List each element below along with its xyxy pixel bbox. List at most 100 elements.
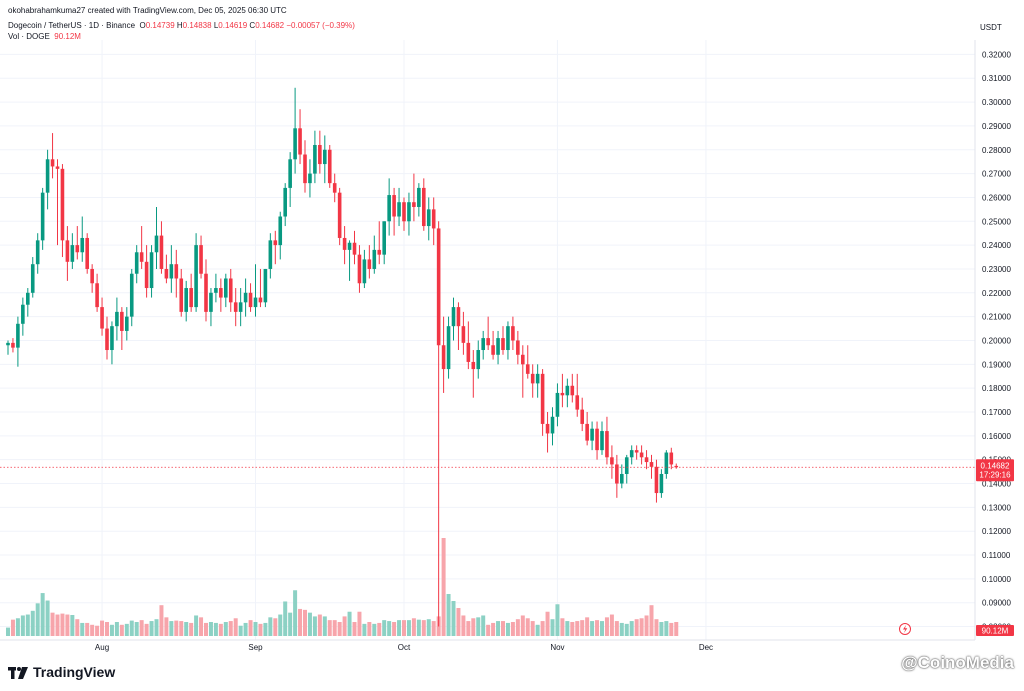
volume-badge-text: 90.12M bbox=[982, 627, 1009, 636]
volume-bar bbox=[550, 619, 555, 636]
candle-body bbox=[45, 159, 50, 193]
volume-bar bbox=[604, 617, 609, 636]
volume-bar bbox=[228, 621, 233, 636]
volume-bar bbox=[6, 627, 10, 636]
tradingview-logo[interactable]: TradingView bbox=[8, 664, 115, 680]
volume-bar bbox=[337, 622, 342, 636]
volume-bar bbox=[486, 624, 491, 636]
candle-body bbox=[654, 466, 659, 494]
volume-bar bbox=[317, 614, 322, 636]
candle-body bbox=[273, 240, 278, 246]
candle-body bbox=[95, 283, 99, 308]
candle-body bbox=[149, 252, 154, 289]
volume-bar bbox=[184, 622, 189, 636]
volume-bar bbox=[406, 620, 411, 636]
candle-body bbox=[644, 457, 649, 463]
price-tick-label: 0.26000 bbox=[982, 193, 1011, 202]
volume-bar bbox=[431, 621, 436, 636]
coinomedia-watermark: @CoinoMedia bbox=[901, 653, 1014, 672]
volume-bar bbox=[347, 611, 352, 636]
volume-bar bbox=[491, 622, 496, 636]
candle-body bbox=[323, 149, 327, 165]
volume-bar bbox=[327, 620, 332, 636]
volume-bar bbox=[634, 619, 639, 636]
candle-body bbox=[318, 144, 322, 165]
volume-bar bbox=[263, 622, 268, 636]
candle-body bbox=[219, 288, 223, 298]
volume-bar bbox=[649, 605, 654, 636]
volume-bar bbox=[80, 622, 85, 636]
chart-grid bbox=[0, 40, 975, 640]
volume-bar bbox=[129, 620, 134, 636]
volume-bar bbox=[560, 618, 565, 636]
open-value: 0.14739 bbox=[145, 21, 175, 30]
currency-label: USDT bbox=[980, 23, 1002, 32]
candle-body bbox=[11, 342, 15, 348]
time-axis: Aug Sep Oct Nov Dec bbox=[95, 643, 713, 652]
volume-bar bbox=[114, 622, 119, 636]
candle-body bbox=[337, 192, 342, 238]
volume-bar bbox=[590, 621, 595, 636]
candle-body bbox=[456, 307, 461, 327]
candle-body bbox=[189, 288, 193, 308]
candle-body bbox=[362, 259, 367, 284]
candle-body bbox=[506, 326, 510, 351]
candle-body bbox=[377, 249, 382, 255]
candle-body bbox=[575, 395, 580, 410]
candle-body bbox=[530, 373, 535, 384]
candle-body bbox=[6, 342, 10, 346]
candle-body bbox=[347, 242, 352, 250]
volume-bar bbox=[208, 622, 213, 636]
candle-body bbox=[21, 304, 25, 324]
volume-bar bbox=[10, 619, 15, 636]
candle-body bbox=[441, 345, 446, 370]
volume-bar bbox=[664, 621, 669, 636]
volume-bar bbox=[382, 620, 387, 636]
volume-bar bbox=[476, 617, 481, 636]
chart-credit: okohabrahamkuma27 created with TradingVi… bbox=[8, 6, 287, 15]
candle-body bbox=[615, 464, 619, 484]
volume-bar bbox=[387, 621, 392, 636]
close-label: C bbox=[249, 21, 256, 30]
volume-bar bbox=[451, 601, 456, 636]
volume-bar bbox=[70, 615, 75, 636]
candle-body bbox=[580, 409, 584, 424]
low-value: 0.14619 bbox=[218, 21, 248, 30]
volume-bar bbox=[609, 614, 614, 636]
candle-body bbox=[620, 473, 624, 484]
volume-bar bbox=[95, 625, 100, 636]
candle-body bbox=[535, 373, 540, 384]
volume-bar bbox=[342, 616, 347, 636]
candle-body bbox=[169, 264, 174, 279]
volume-bar bbox=[312, 616, 317, 636]
time-tick-label: Sep bbox=[248, 643, 263, 652]
candle-body bbox=[610, 457, 614, 465]
volume-bar bbox=[243, 622, 248, 636]
volume-bar bbox=[90, 624, 95, 636]
volume-bar bbox=[283, 601, 288, 636]
volume-bar bbox=[233, 618, 238, 636]
candle-body bbox=[545, 423, 550, 434]
volume-bar bbox=[50, 612, 55, 636]
candle-body bbox=[332, 183, 337, 193]
candle-body bbox=[466, 342, 471, 362]
candle-body bbox=[134, 252, 139, 274]
candle-body bbox=[600, 431, 604, 451]
candle-body bbox=[446, 326, 451, 370]
candle-body bbox=[664, 452, 669, 474]
candle-body bbox=[30, 264, 35, 293]
countdown-text: 17:29:16 bbox=[979, 470, 1011, 479]
volume-bar bbox=[164, 617, 169, 636]
candle-body bbox=[659, 473, 664, 494]
last-price-badge: 0.14682 17:29:16 bbox=[976, 459, 1014, 482]
candle-body bbox=[60, 168, 65, 241]
time-tick-label: Oct bbox=[398, 643, 411, 652]
price-tick-label: 0.19000 bbox=[982, 360, 1011, 369]
volume-bar bbox=[75, 619, 80, 636]
volume-bar bbox=[520, 615, 525, 636]
price-tick-label: 0.24000 bbox=[982, 241, 1011, 250]
volume-bar bbox=[179, 621, 184, 636]
volume-bar bbox=[25, 614, 30, 636]
volume-bar bbox=[570, 622, 575, 636]
